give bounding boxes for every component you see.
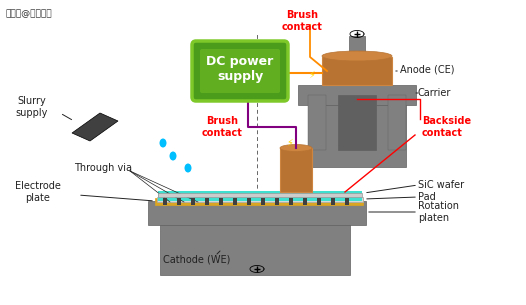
Text: ⚡: ⚡ [309,70,316,80]
Text: Rotation
platen: Rotation platen [418,201,459,223]
Bar [177,198,181,205]
Bar [205,198,209,205]
Bar [289,198,293,205]
Bar [349,36,365,56]
Bar [157,197,363,202]
Bar [158,193,362,197]
Text: Anode (CE): Anode (CE) [400,64,454,74]
Bar [261,198,265,205]
Bar [155,198,363,205]
Bar [158,191,362,201]
Text: 搜狐号@华祎科削: 搜狐号@华祎科削 [5,9,52,18]
Ellipse shape [185,163,191,173]
Bar [303,198,307,205]
Bar [308,99,406,167]
Bar [331,198,335,205]
Ellipse shape [280,145,312,152]
Text: Brush
contact: Brush contact [281,10,322,32]
Bar [247,198,251,205]
Bar [322,57,392,85]
Bar [275,198,279,205]
Bar [345,198,349,205]
Text: Backside
contact: Backside contact [422,116,471,138]
Bar [317,198,321,205]
Text: Through via: Through via [74,163,132,173]
Bar [388,95,406,150]
Text: ⚡: ⚡ [287,138,294,148]
Bar [308,95,326,150]
Text: Carrier: Carrier [418,88,451,98]
Bar [219,198,223,205]
Bar [338,95,376,150]
Text: Pad: Pad [418,192,436,202]
Ellipse shape [322,51,392,61]
Ellipse shape [159,138,167,148]
Bar [298,85,416,105]
Polygon shape [72,113,118,141]
Bar [233,198,237,205]
Text: Brush
contact: Brush contact [201,116,242,138]
Bar [163,198,167,205]
Bar [280,148,312,192]
Text: Electrode
plate: Electrode plate [15,181,61,203]
Bar [160,223,350,275]
FancyBboxPatch shape [192,41,288,101]
Text: DC power
supply: DC power supply [206,55,274,83]
Text: Cathode (WE): Cathode (WE) [163,255,231,265]
Ellipse shape [169,152,177,160]
Text: SiC wafer: SiC wafer [418,180,464,190]
Bar [191,198,195,205]
FancyBboxPatch shape [200,49,280,93]
Bar [148,201,366,225]
Text: Slurry
supply: Slurry supply [16,96,48,118]
